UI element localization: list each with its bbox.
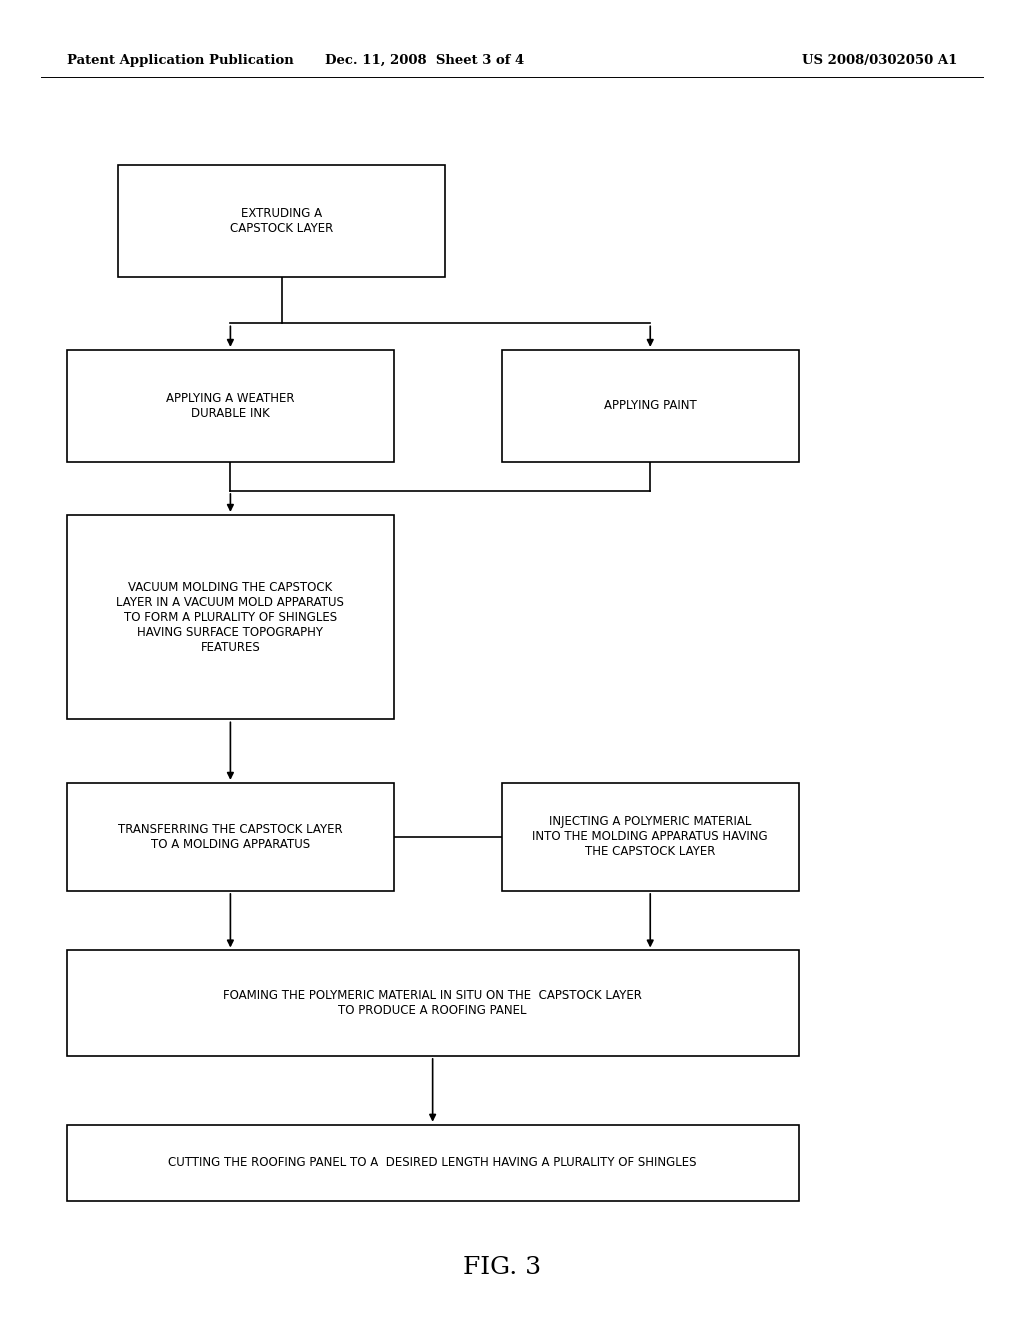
FancyBboxPatch shape: [502, 350, 799, 462]
Text: FIG. 3: FIG. 3: [463, 1255, 541, 1279]
FancyBboxPatch shape: [118, 165, 445, 277]
Text: INJECTING A POLYMERIC MATERIAL
INTO THE MOLDING APPARATUS HAVING
THE CAPSTOCK LA: INJECTING A POLYMERIC MATERIAL INTO THE …: [532, 816, 768, 858]
Text: FOAMING THE POLYMERIC MATERIAL IN SITU ON THE  CAPSTOCK LAYER
TO PRODUCE A ROOFI: FOAMING THE POLYMERIC MATERIAL IN SITU O…: [223, 989, 642, 1018]
Text: VACUUM MOLDING THE CAPSTOCK
LAYER IN A VACUUM MOLD APPARATUS
TO FORM A PLURALITY: VACUUM MOLDING THE CAPSTOCK LAYER IN A V…: [117, 581, 344, 653]
Text: CUTTING THE ROOFING PANEL TO A  DESIRED LENGTH HAVING A PLURALITY OF SHINGLES: CUTTING THE ROOFING PANEL TO A DESIRED L…: [168, 1156, 697, 1170]
FancyBboxPatch shape: [502, 783, 799, 891]
FancyBboxPatch shape: [67, 515, 394, 719]
FancyBboxPatch shape: [67, 350, 394, 462]
FancyBboxPatch shape: [67, 950, 799, 1056]
Text: Dec. 11, 2008  Sheet 3 of 4: Dec. 11, 2008 Sheet 3 of 4: [326, 54, 524, 67]
FancyBboxPatch shape: [67, 1125, 799, 1201]
Text: Patent Application Publication: Patent Application Publication: [67, 54, 293, 67]
FancyBboxPatch shape: [67, 783, 394, 891]
Text: APPLYING A WEATHER
DURABLE INK: APPLYING A WEATHER DURABLE INK: [166, 392, 295, 420]
Text: US 2008/0302050 A1: US 2008/0302050 A1: [802, 54, 957, 67]
Text: TRANSFERRING THE CAPSTOCK LAYER
TO A MOLDING APPARATUS: TRANSFERRING THE CAPSTOCK LAYER TO A MOL…: [118, 822, 343, 851]
Text: EXTRUDING A
CAPSTOCK LAYER: EXTRUDING A CAPSTOCK LAYER: [230, 207, 333, 235]
Text: APPLYING PAINT: APPLYING PAINT: [604, 400, 696, 412]
